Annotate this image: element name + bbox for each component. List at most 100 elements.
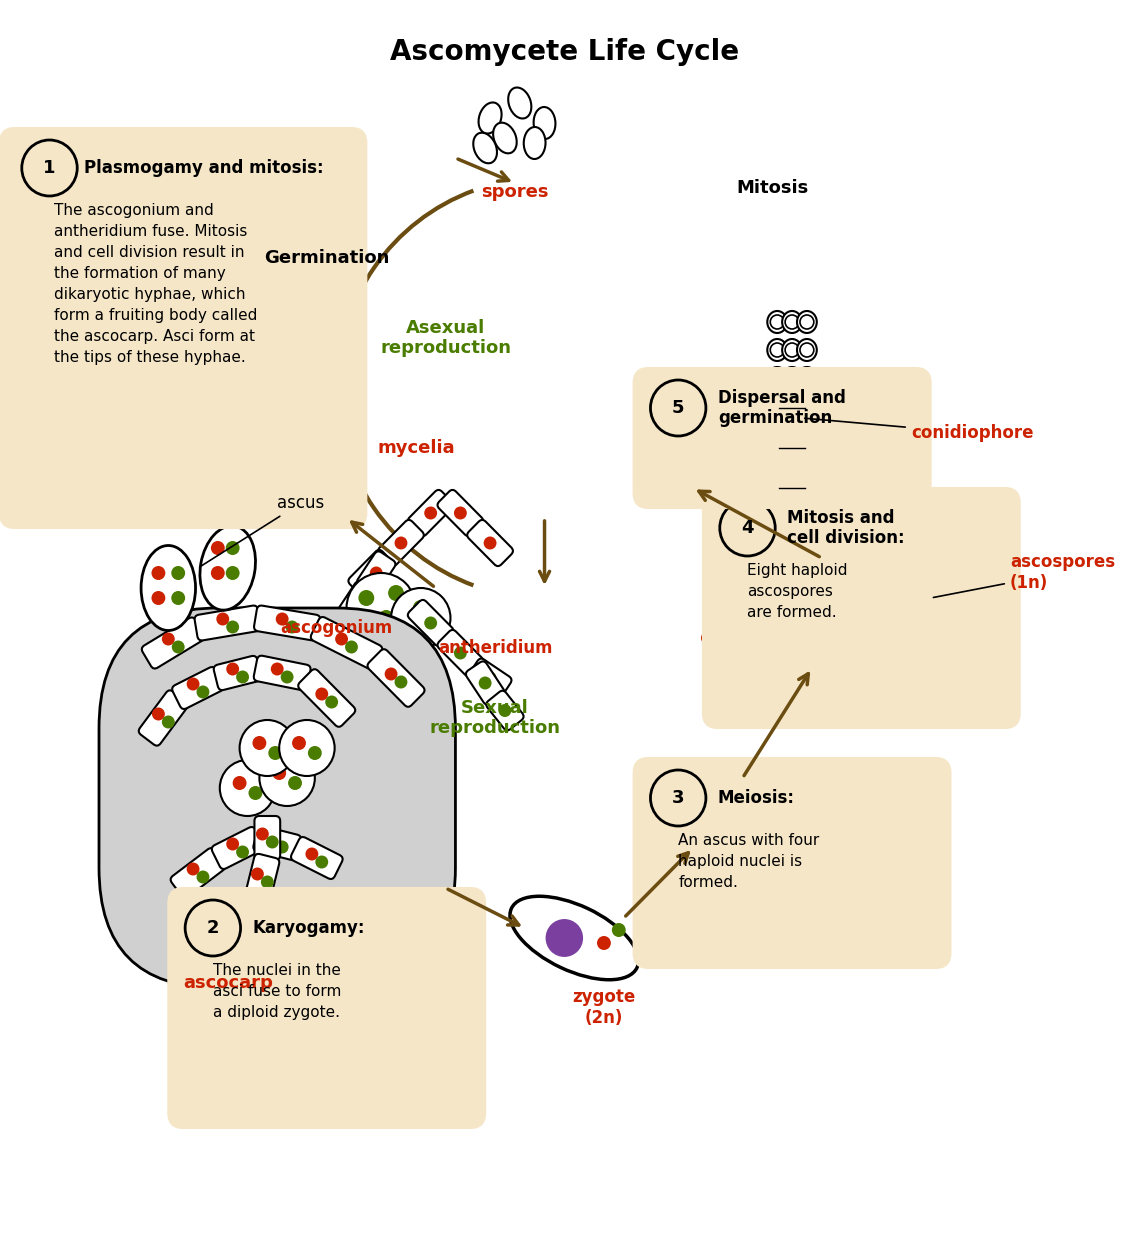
Circle shape: [285, 620, 299, 634]
Ellipse shape: [798, 339, 817, 361]
Circle shape: [711, 617, 725, 630]
FancyBboxPatch shape: [722, 399, 768, 437]
Circle shape: [770, 343, 784, 357]
FancyBboxPatch shape: [348, 550, 394, 597]
Ellipse shape: [494, 123, 517, 154]
Text: Sexual
reproduction: Sexual reproduction: [429, 698, 560, 738]
Circle shape: [152, 566, 165, 579]
Circle shape: [786, 482, 798, 494]
Circle shape: [844, 592, 875, 623]
Ellipse shape: [798, 366, 817, 389]
Circle shape: [650, 380, 706, 436]
FancyBboxPatch shape: [195, 605, 261, 640]
Circle shape: [800, 343, 814, 357]
Text: 5: 5: [672, 399, 685, 417]
FancyBboxPatch shape: [633, 758, 950, 968]
Circle shape: [152, 707, 164, 721]
FancyBboxPatch shape: [486, 691, 524, 730]
Circle shape: [196, 870, 210, 884]
Text: ascogonium: ascogonium: [281, 619, 393, 638]
Circle shape: [270, 662, 284, 676]
FancyBboxPatch shape: [99, 608, 455, 988]
Circle shape: [786, 442, 798, 454]
FancyBboxPatch shape: [338, 582, 375, 625]
Text: Asexual
reproduction: Asexual reproduction: [380, 318, 511, 358]
FancyBboxPatch shape: [407, 490, 454, 536]
Ellipse shape: [782, 366, 802, 389]
FancyBboxPatch shape: [253, 826, 301, 860]
Circle shape: [306, 848, 318, 860]
Circle shape: [187, 863, 200, 875]
Circle shape: [347, 573, 415, 643]
Circle shape: [786, 402, 798, 413]
Circle shape: [185, 900, 241, 956]
Circle shape: [718, 581, 748, 613]
Text: Plasmogamy and mitosis:: Plasmogamy and mitosis:: [84, 158, 324, 177]
Circle shape: [261, 875, 274, 889]
Circle shape: [196, 686, 210, 698]
Circle shape: [720, 500, 775, 556]
Text: Eight haploid
ascospores
are formed.: Eight haploid ascospores are formed.: [747, 563, 848, 620]
FancyBboxPatch shape: [171, 848, 226, 898]
Circle shape: [904, 597, 934, 628]
Circle shape: [268, 747, 282, 760]
Circle shape: [152, 591, 165, 605]
Text: The nuclei in the
asci fuse to form
a diploid zygote.: The nuclei in the asci fuse to form a di…: [213, 963, 341, 1020]
FancyBboxPatch shape: [777, 426, 807, 470]
Ellipse shape: [767, 339, 787, 361]
Circle shape: [292, 737, 306, 750]
Ellipse shape: [767, 311, 787, 333]
Circle shape: [171, 566, 185, 579]
Text: Dispersal and
germination: Dispersal and germination: [718, 389, 845, 427]
Circle shape: [211, 566, 225, 579]
Circle shape: [800, 314, 814, 329]
Ellipse shape: [510, 896, 639, 979]
Text: antheridium: antheridium: [438, 639, 552, 657]
FancyBboxPatch shape: [245, 854, 280, 903]
Ellipse shape: [474, 132, 496, 163]
Circle shape: [680, 803, 706, 829]
Circle shape: [226, 837, 240, 851]
Circle shape: [395, 676, 407, 688]
Text: Germination: Germination: [264, 249, 389, 267]
Circle shape: [251, 915, 264, 928]
Circle shape: [714, 803, 741, 829]
Ellipse shape: [478, 103, 502, 134]
Ellipse shape: [636, 779, 790, 858]
Text: conidiophore: conidiophore: [804, 418, 1034, 442]
Text: ascocarp: ascocarp: [183, 974, 273, 992]
Circle shape: [454, 646, 467, 660]
Circle shape: [315, 855, 329, 869]
Text: Mitosis and
cell division:: Mitosis and cell division:: [787, 509, 905, 547]
Circle shape: [308, 747, 322, 760]
Circle shape: [784, 587, 815, 618]
FancyBboxPatch shape: [467, 520, 513, 566]
FancyBboxPatch shape: [466, 661, 504, 704]
Circle shape: [226, 620, 240, 634]
Circle shape: [739, 412, 751, 423]
Circle shape: [874, 594, 905, 625]
Ellipse shape: [200, 526, 256, 610]
Text: Mitosis: Mitosis: [736, 180, 808, 197]
Circle shape: [266, 836, 278, 848]
Circle shape: [750, 803, 775, 829]
FancyBboxPatch shape: [633, 368, 931, 508]
Circle shape: [315, 687, 329, 701]
Text: 3: 3: [672, 789, 685, 807]
Circle shape: [335, 633, 348, 645]
Circle shape: [650, 770, 706, 826]
Circle shape: [499, 704, 511, 717]
Circle shape: [211, 541, 225, 555]
Circle shape: [770, 821, 784, 834]
Circle shape: [454, 506, 467, 520]
Circle shape: [226, 541, 240, 555]
Ellipse shape: [767, 366, 787, 389]
Circle shape: [249, 786, 262, 800]
Circle shape: [251, 868, 264, 880]
Circle shape: [800, 371, 814, 385]
Circle shape: [770, 371, 784, 385]
FancyBboxPatch shape: [310, 617, 382, 669]
Circle shape: [233, 776, 246, 790]
Circle shape: [785, 314, 799, 329]
Text: mycelia: mycelia: [377, 439, 454, 457]
